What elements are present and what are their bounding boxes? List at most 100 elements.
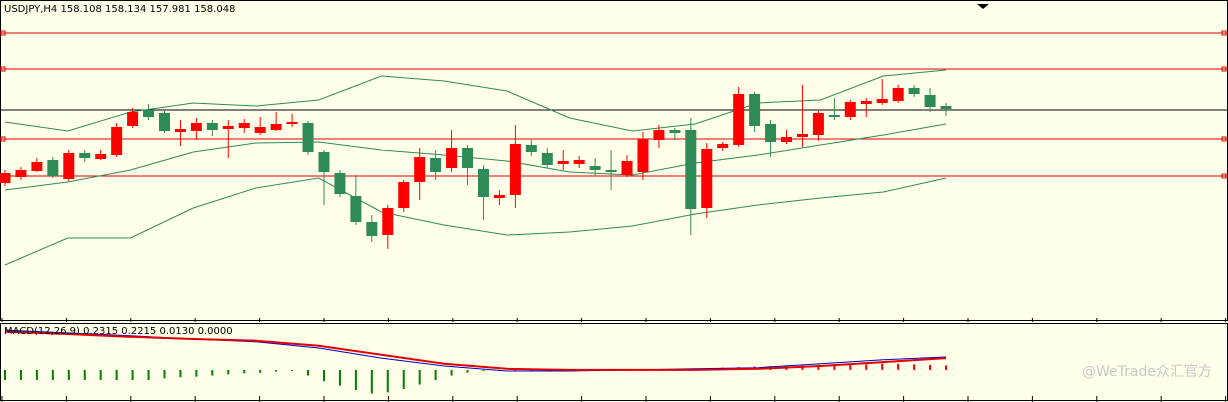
candle-body bbox=[302, 123, 314, 152]
candle-body bbox=[95, 154, 107, 159]
macd-histogram-bar bbox=[83, 369, 86, 381]
candle-body bbox=[286, 122, 298, 124]
candle-body bbox=[446, 148, 458, 168]
macd-histogram-bar bbox=[897, 363, 900, 370]
macd-histogram-bar bbox=[99, 369, 102, 381]
macd-histogram-bar bbox=[418, 369, 421, 385]
candle-body bbox=[573, 160, 585, 164]
macd-histogram-bar bbox=[929, 364, 932, 370]
macd-histogram-bar bbox=[338, 369, 341, 386]
candle-body bbox=[334, 173, 346, 194]
candle-body bbox=[222, 126, 234, 129]
candle-body bbox=[765, 124, 777, 142]
level-handle bbox=[0, 136, 6, 142]
candle-body bbox=[733, 94, 745, 145]
macd-line bbox=[4, 330, 947, 371]
candle-body bbox=[685, 130, 697, 209]
candle-body bbox=[589, 166, 601, 170]
macd-histogram-bar bbox=[51, 369, 54, 381]
candle-body bbox=[318, 152, 330, 172]
candle-body bbox=[669, 130, 681, 133]
price-panel bbox=[0, 30, 1228, 266]
watermark: @WeTrade众汇官方 bbox=[1082, 364, 1212, 380]
macd-histogram-bar bbox=[19, 369, 22, 381]
level-handle bbox=[0, 30, 6, 36]
macd-histogram-bar bbox=[450, 369, 453, 376]
candle-body bbox=[238, 123, 250, 128]
macd-title: MACD(12,26,9) 0.2315 0.2215 0.0130 0.000… bbox=[4, 326, 233, 337]
level-handle bbox=[0, 66, 6, 72]
macd-histogram-bar bbox=[35, 369, 38, 381]
macd-histogram-bar bbox=[179, 369, 182, 378]
bollinger-band bbox=[4, 123, 947, 191]
candle-body bbox=[63, 153, 75, 179]
candle-body bbox=[462, 148, 474, 168]
candle-body bbox=[717, 144, 729, 148]
candle-body bbox=[414, 157, 426, 182]
macd-histogram-bar bbox=[482, 369, 485, 372]
macd-indicator bbox=[4, 329, 947, 394]
macd-histogram-bar bbox=[4, 369, 6, 381]
candle-body bbox=[781, 137, 793, 142]
candle-body bbox=[350, 196, 362, 222]
macd-histogram-bar bbox=[147, 369, 150, 381]
macd-histogram-bar bbox=[865, 364, 868, 370]
candle-body bbox=[557, 161, 569, 164]
candle-body bbox=[749, 94, 761, 126]
macd-histogram-bar bbox=[945, 365, 947, 370]
candle-body bbox=[828, 115, 840, 117]
macd-histogram-bar bbox=[131, 369, 134, 381]
shift-marker bbox=[977, 4, 989, 9]
level-handle bbox=[1221, 30, 1227, 36]
candle-body bbox=[366, 222, 378, 236]
macd-histogram-bar bbox=[514, 369, 517, 371]
candle-body bbox=[79, 153, 91, 158]
macd-histogram-bar bbox=[195, 369, 198, 377]
macd-histogram-bar bbox=[211, 369, 214, 376]
candle-body bbox=[844, 102, 856, 117]
candle-body bbox=[190, 123, 202, 131]
candle-body bbox=[637, 139, 649, 172]
macd-histogram-bar bbox=[322, 369, 325, 382]
candle-body bbox=[701, 149, 713, 208]
candle-body bbox=[493, 195, 505, 198]
macd-histogram-bar bbox=[913, 364, 916, 370]
macd-histogram-bar bbox=[115, 369, 118, 381]
candle-body bbox=[158, 113, 170, 131]
candle-body bbox=[47, 160, 59, 176]
candle-body bbox=[270, 124, 282, 130]
candle-body bbox=[509, 144, 521, 195]
x-ticks bbox=[1, 318, 1227, 402]
candle-body bbox=[796, 134, 808, 137]
candle-body bbox=[924, 95, 936, 107]
macd-histogram-bar bbox=[259, 369, 262, 373]
macd-histogram-bar bbox=[817, 364, 820, 370]
candle-body bbox=[860, 101, 872, 104]
macd-histogram-bar bbox=[833, 364, 836, 370]
candle-body bbox=[525, 145, 537, 152]
macd-histogram-bar bbox=[243, 369, 246, 374]
macd-histogram-bar bbox=[434, 369, 437, 381]
candle-body bbox=[206, 123, 218, 130]
candle-body bbox=[111, 127, 123, 155]
level-handle bbox=[1221, 173, 1227, 179]
candle-body bbox=[15, 170, 27, 177]
macd-histogram-bar bbox=[227, 369, 230, 375]
bollinger-band bbox=[4, 69, 947, 132]
candle-body bbox=[31, 162, 43, 171]
macd-histogram-bar bbox=[354, 369, 357, 391]
candle-body bbox=[174, 129, 186, 132]
macd-histogram-bar bbox=[530, 369, 533, 371]
macd-histogram-bar bbox=[386, 369, 389, 393]
candle-body bbox=[0, 173, 11, 183]
candle-body bbox=[143, 110, 155, 117]
macd-histogram-bar bbox=[291, 369, 294, 372]
macd-histogram-bar bbox=[163, 369, 166, 379]
macd-histogram-bar bbox=[370, 369, 373, 394]
candle-body bbox=[908, 88, 920, 94]
candle-body bbox=[382, 208, 394, 235]
candle-body bbox=[430, 158, 442, 172]
macd-histogram-bar bbox=[402, 369, 405, 390]
